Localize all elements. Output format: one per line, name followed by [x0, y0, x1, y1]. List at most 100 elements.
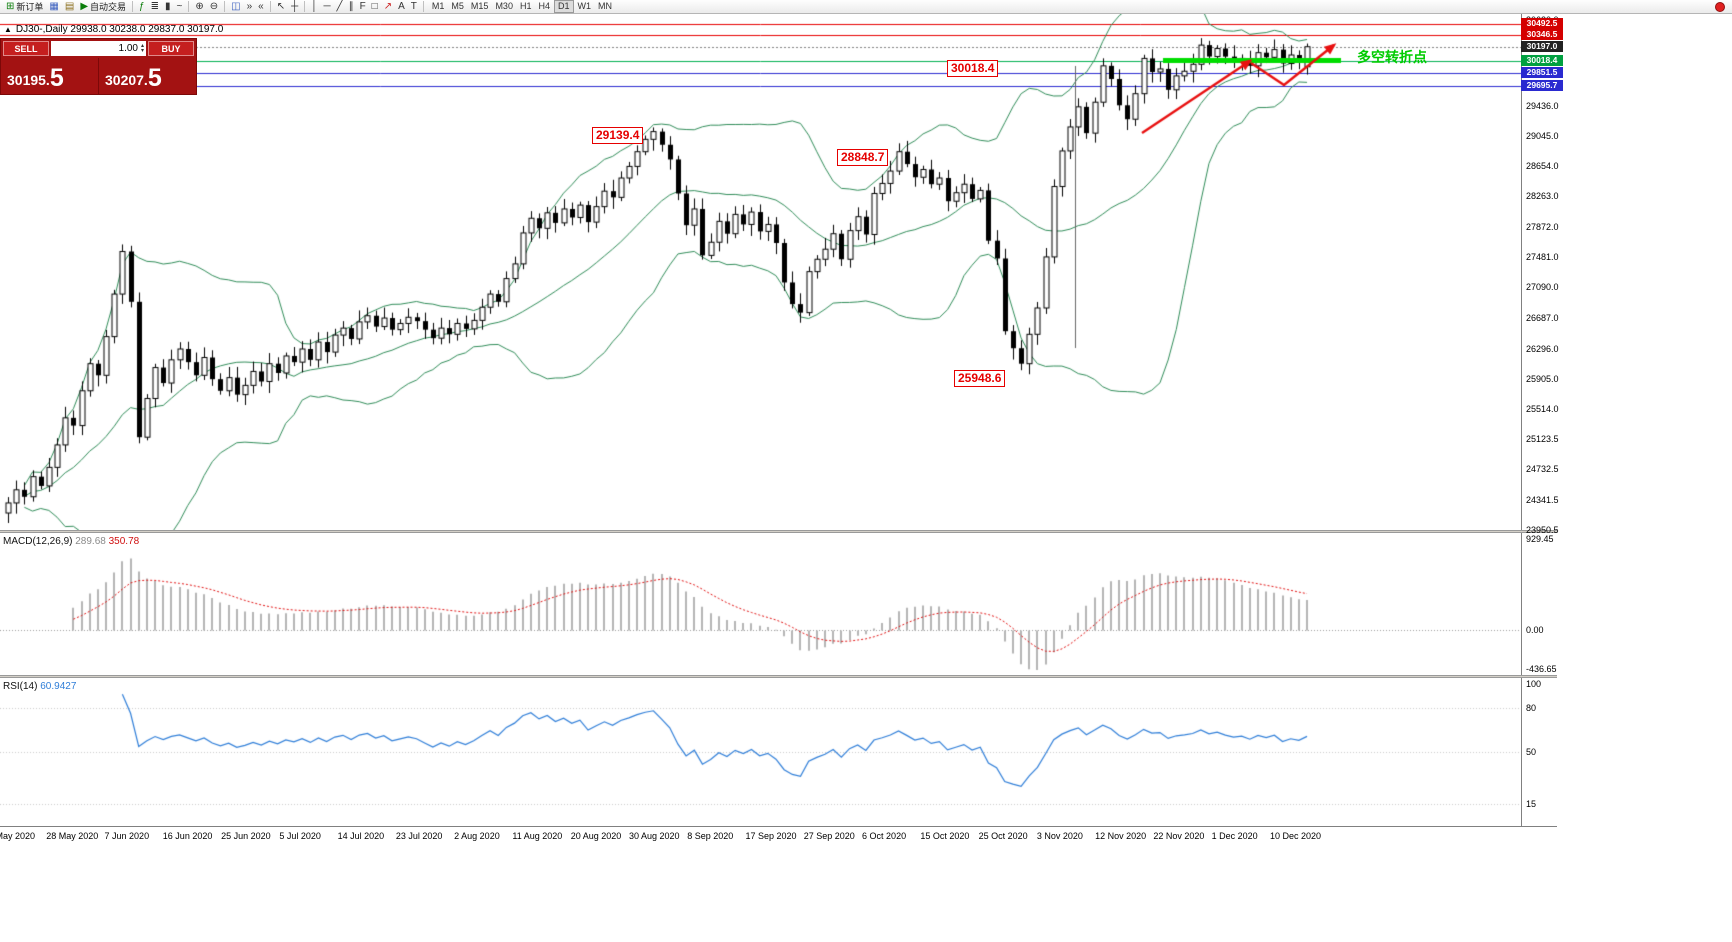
- buy-price[interactable]: 30207. 5: [98, 58, 196, 94]
- macd-main-value: 289.68: [75, 536, 106, 547]
- sell-price[interactable]: 30195. 5: [1, 58, 98, 94]
- line-chart-icon[interactable]: ~: [174, 0, 186, 13]
- new-order-button-glyph: ⊞: [6, 1, 15, 12]
- date-axis-label: 25 Oct 2020: [978, 831, 1028, 841]
- date-axis-label: 14 Jul 2020: [337, 831, 385, 841]
- candlestick-chart-icon[interactable]: ▮: [162, 0, 174, 13]
- shapes-icon-glyph: □: [371, 1, 378, 12]
- fibonacci-icon[interactable]: F: [357, 0, 369, 13]
- rsi-name: RSI(14): [3, 681, 38, 692]
- date-axis-label: 11 Aug 2020: [512, 831, 563, 841]
- sell-button[interactable]: SELL: [3, 41, 49, 56]
- date-axis[interactable]: [0, 826, 1557, 847]
- timeframe-m15-button[interactable]: M15: [470, 1, 489, 11]
- crosshair-icon-glyph: ┼: [291, 1, 299, 12]
- date-axis-label: 28 May 2020: [46, 831, 99, 841]
- macd-axis-tick: 929.45: [1526, 534, 1554, 544]
- trendline-icon[interactable]: ╱: [334, 0, 346, 13]
- date-axis-label: 2 Aug 2020: [454, 831, 500, 841]
- zoom-out-icon-glyph: ⊖: [209, 1, 219, 12]
- new-order-button[interactable]: ⊞ 新订单: [3, 0, 46, 13]
- chart-shift-icon-glyph: «: [258, 1, 264, 12]
- zoom-in-icon[interactable]: ⊕: [192, 0, 206, 13]
- channel-icon[interactable]: ∥: [346, 0, 357, 13]
- date-axis-label: 1 Dec 2020: [1211, 831, 1258, 841]
- trade-panel-prices: 30195. 5 30207. 5: [1, 58, 196, 94]
- toolbar-separator: [422, 1, 424, 12]
- macd-axis-tick: 0.00: [1526, 624, 1544, 635]
- rsi-panel-splitter[interactable]: [0, 675, 1557, 678]
- macd-axis-tick: -436.65: [1526, 664, 1557, 674]
- buy-button[interactable]: BUY: [148, 41, 194, 56]
- volume-control[interactable]: 1.00 ▴ ▾: [51, 41, 146, 56]
- price-axis-tick: 28654.0: [1526, 161, 1559, 172]
- vertical-line-icon-glyph: │: [311, 1, 318, 12]
- auto-trading-button-label: 自动交易: [90, 2, 127, 12]
- timeframe-w1-button[interactable]: W1: [577, 1, 592, 11]
- price-callout[interactable]: 28848.7: [837, 149, 889, 166]
- alert-status-icon[interactable]: [1715, 1, 1725, 12]
- price-axis-tick: 26296.0: [1526, 343, 1559, 354]
- macd-signal-value: 350.78: [108, 536, 140, 547]
- price-axis-tick: 23950.5: [1526, 525, 1559, 535]
- price-axis-tick: 25905.0: [1526, 373, 1559, 384]
- fibonacci-icon-glyph: F: [359, 1, 366, 12]
- chart-shift-icon[interactable]: «: [255, 0, 267, 13]
- zoom-in-icon-glyph: ⊕: [195, 1, 204, 12]
- price-axis-tick: 24341.5: [1526, 494, 1559, 505]
- label-tool-icon-glyph: T: [410, 1, 417, 12]
- timeframe-d1-button[interactable]: D1: [553, 0, 574, 13]
- date-axis-label: 27 Sep 2020: [803, 831, 855, 841]
- crosshair-icon[interactable]: ┼: [288, 0, 301, 13]
- label-tool-icon[interactable]: T: [408, 0, 420, 13]
- arrow-tool-icon[interactable]: ↗: [381, 0, 395, 13]
- indicators-icon[interactable]: ƒ: [136, 0, 148, 13]
- volume-down-icon[interactable]: ▾: [140, 47, 144, 54]
- text-tool-icon[interactable]: A: [395, 0, 408, 13]
- vertical-line-icon[interactable]: │: [308, 0, 320, 13]
- date-axis-label: 17 Sep 2020: [745, 831, 797, 841]
- price-tag-30492.5: 30492.5: [1521, 17, 1563, 29]
- buy-price-pip: 5: [147, 64, 162, 92]
- rsi-panel-canvas[interactable]: [0, 678, 1521, 826]
- symbol-info: ▲ DJ30-,Daily 29938.0 30238.0 29837.0 30…: [4, 24, 223, 35]
- annotation-note[interactable]: 多空转折点: [1357, 49, 1427, 65]
- date-axis-label: 23 Jul 2020: [395, 831, 443, 841]
- volume-up-icon[interactable]: ▴: [140, 42, 144, 49]
- timeframe-m30-button[interactable]: M30: [495, 1, 513, 11]
- volume-value[interactable]: 1.00: [118, 43, 138, 54]
- horizontal-line-icon[interactable]: ─: [320, 0, 333, 13]
- macd-panel-splitter[interactable]: [0, 530, 1557, 533]
- line-chart-icon-glyph: ~: [176, 1, 183, 12]
- shapes-icon[interactable]: □: [369, 0, 381, 13]
- channel-icon-glyph: ∥: [348, 1, 354, 12]
- cursor-icon[interactable]: ↖: [274, 0, 288, 13]
- price-callout[interactable]: 25948.6: [954, 370, 1006, 387]
- timeframe-h1-button[interactable]: H1: [519, 1, 532, 11]
- macd-panel-canvas[interactable]: [0, 533, 1521, 675]
- profiles-icon[interactable]: ▤: [62, 0, 77, 13]
- auto-scroll-icon[interactable]: »: [244, 0, 256, 13]
- toolbar-separator: [304, 1, 306, 12]
- charts-grid-icon[interactable]: ▦: [46, 0, 61, 13]
- main-chart-canvas[interactable]: [0, 14, 1521, 530]
- zoom-out-icon[interactable]: ⊖: [207, 0, 221, 13]
- bar-chart-icon[interactable]: ≣: [148, 0, 162, 13]
- timeframe-m5-button[interactable]: M5: [451, 1, 464, 11]
- tile-windows-icon-glyph: ◫: [231, 1, 241, 12]
- price-callout[interactable]: 30018.4: [947, 60, 999, 77]
- horizontal-line-icon-glyph: ─: [323, 1, 331, 12]
- timeframe-h4-button[interactable]: H4: [538, 1, 550, 11]
- auto-trading-button-glyph: ▶: [80, 1, 89, 12]
- price-axis-tick: 25123.5: [1526, 434, 1559, 445]
- date-axis-label: 3 Nov 2020: [1036, 831, 1083, 841]
- price-tag-29695.7: 29695.7: [1521, 79, 1563, 91]
- auto-trading-button[interactable]: ▶ 自动交易: [77, 0, 129, 13]
- timeframe-m1-button[interactable]: M1: [431, 1, 445, 11]
- tile-windows-icon[interactable]: ◫: [228, 0, 243, 13]
- price-callout[interactable]: 29139.4: [592, 127, 644, 144]
- symbol-collapse-icon[interactable]: ▲: [4, 25, 12, 34]
- date-axis-label: 5 Jul 2020: [279, 831, 321, 841]
- rsi-axis-tick: 50: [1526, 747, 1537, 757]
- timeframe-mn-button[interactable]: MN: [598, 1, 612, 11]
